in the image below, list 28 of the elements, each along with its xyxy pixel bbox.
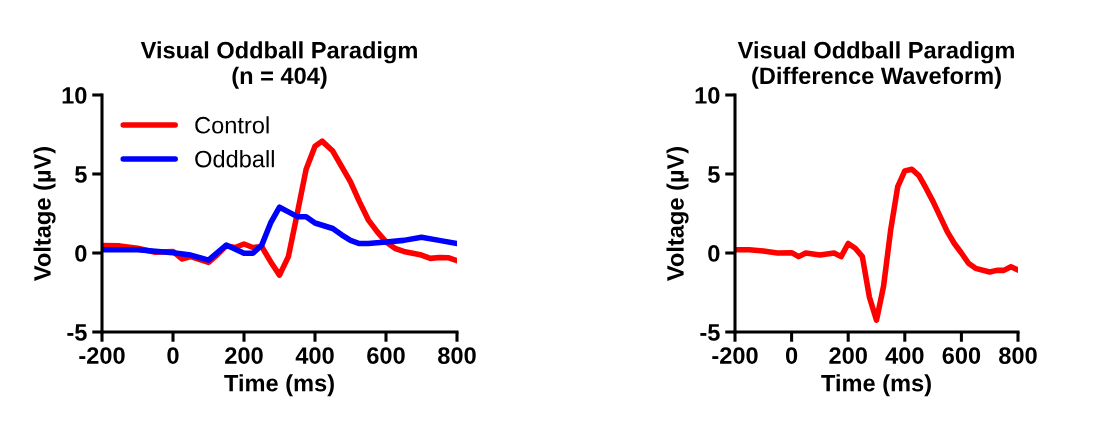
y-tick-label: 5 (708, 166, 720, 183)
y-tick-label: -5 (67, 324, 87, 341)
y-axis-title: Voltage (µV) (33, 147, 56, 281)
x-tick-label: 200 (225, 347, 263, 364)
x-tick-label: -200 (712, 347, 758, 364)
y-tick-label: 5 (75, 166, 87, 183)
y-tick-label: 0 (75, 245, 87, 262)
chart-title: Visual Oddball Paradigm (n = 404) (140, 41, 417, 89)
x-tick-label: 600 (942, 347, 981, 364)
x-tick-label: 400 (885, 347, 924, 364)
chart-title: Visual Oddball Paradigm (Difference Waveform) (737, 41, 1014, 89)
x-tick-label: 800 (999, 347, 1037, 364)
x-tick-label: 400 (295, 347, 334, 364)
legend-label: Control (195, 116, 269, 134)
x-axis-title: Time (ms) (821, 374, 931, 397)
x-tick-label: 600 (367, 347, 405, 364)
y-axis-title: Voltage (µV) (666, 147, 689, 281)
y-tick-label: 10 (62, 87, 87, 104)
x-tick-label: 200 (829, 347, 867, 364)
y-tick-label: 0 (708, 245, 720, 262)
x-tick-label: 800 (438, 347, 476, 364)
x-axis-title: Time (ms) (224, 374, 334, 397)
x-tick-label: 0 (785, 347, 798, 364)
x-tick-label: -200 (79, 347, 125, 364)
y-tick-label: 10 (695, 87, 720, 104)
legend-label: Oddball (195, 150, 274, 168)
y-tick-label: -5 (700, 324, 720, 341)
x-tick-label: 0 (167, 347, 179, 364)
